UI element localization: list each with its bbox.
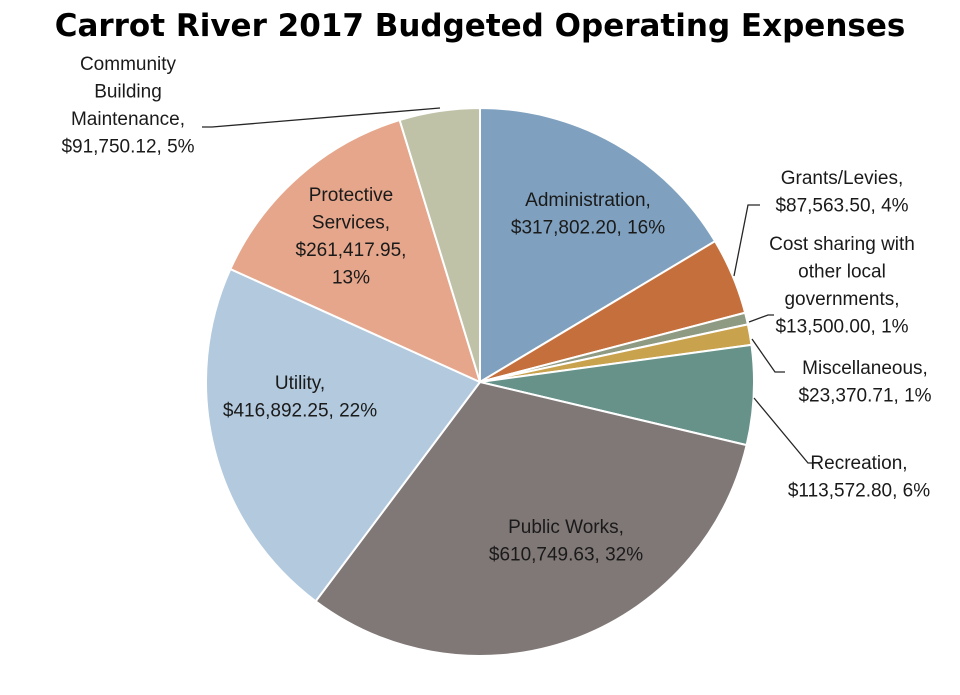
pie-slice-protective-services [229,119,481,383]
data-label-line: Services, [312,213,390,234]
data-label-recreation: Recreation, $113,572.80, 6% [788,453,930,502]
leader-line-grants-levies [733,204,760,277]
data-label-line: Recreation, [810,453,907,474]
data-label-line: $610,749.63, 32% [489,545,643,566]
data-label-protective-services: Protective Services, $261,417.95, 13% [296,185,407,289]
data-label-line: Miscellaneous, [802,358,928,379]
leader-line-community-building-maintenance [202,107,441,128]
data-label-line: $91,750.12, 5% [61,137,194,158]
data-label-public-works: Public Works, $610,749.63, 32% [489,517,643,566]
data-label-line: Public Works, [508,517,624,538]
data-label-line: Utility, [275,373,325,394]
leader-line-cost-sharing-with-other-local-governments [748,314,774,323]
leader-line-miscellaneous [751,338,785,373]
leader-line-recreation [753,397,818,464]
data-label-line: Protective [309,185,393,206]
data-label-line: $416,892.25, 22% [223,401,377,422]
pie-slice-public-works [314,381,748,657]
data-label-administration: Administration, $317,802.20, 16% [511,190,665,239]
data-label-line: $13,500.00, 1% [775,317,908,338]
pie-slice-administration [479,107,717,383]
data-label-line: Building [94,82,162,103]
data-label-line: $113,572.80, 6% [788,481,930,502]
data-label-line: Administration, [525,190,651,211]
data-label-line: Grants/Levies, [781,168,904,189]
data-label-line: $317,802.20, 16% [511,218,665,239]
data-label-cost-sharing-with-other-local-governments: Cost sharing with other local governments,… [769,234,915,338]
data-label-line: other local [798,262,886,283]
data-label-line: Maintenance, [71,109,185,130]
data-label-utility: Utility, $416,892.25, 22% [223,373,377,422]
chart-title: Carrot River 2017 Budgeted Operating Exp… [55,8,906,44]
data-label-community-building-maintenance: Community Building Maintenance, $91,750.12,… [61,54,194,158]
data-label-line: governments, [784,289,899,310]
data-label-line: $87,563.50, 4% [775,196,908,217]
data-label-miscellaneous: Miscellaneous, $23,370.71, 1% [798,358,931,407]
pie-slice-community-building-maintenance [398,107,481,383]
data-label-grants-levies: Grants/Levies, $87,563.50, 4% [775,168,908,217]
data-label-line: $23,370.71, 1% [798,386,931,407]
data-label-line: Community [80,54,177,75]
data-label-line: Cost sharing with [769,234,915,255]
data-label-line: $261,417.95, [296,240,407,261]
data-label-line: 13% [332,268,370,289]
